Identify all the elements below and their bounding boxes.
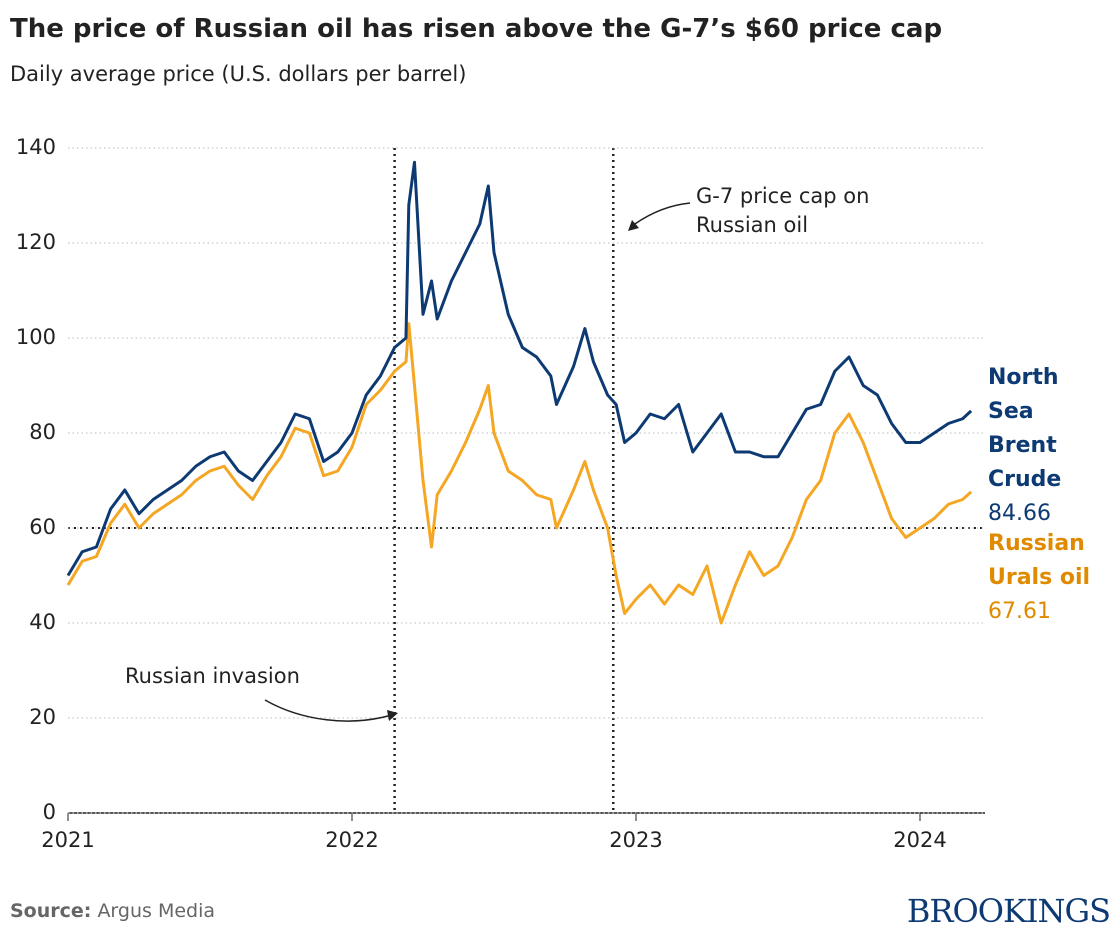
source-text: Argus Media: [97, 900, 216, 922]
chart-subtitle: Daily average price (U.S. dollars per ba…: [10, 62, 467, 86]
line: [66, 160, 973, 577]
source-label: Source:: [10, 900, 92, 922]
x-tick-label: 2024: [893, 828, 946, 852]
x-tick-label: 2023: [609, 828, 662, 852]
series-label: Russian Urals oil 67.61: [988, 527, 1098, 629]
value-label: 67.61: [988, 599, 1051, 624]
value-label: 84.66: [988, 501, 1051, 526]
y-tick-label: 0: [43, 800, 56, 824]
x-tick-label: 2022: [325, 828, 378, 852]
event-label: Russian invasion: [125, 664, 300, 688]
series-name: North Sea Brent Crude: [988, 365, 1062, 492]
brand: BROOKINGS: [906, 892, 1111, 930]
arrow: [264, 699, 396, 722]
arrow-head: [387, 710, 398, 721]
y-tick-label: 80: [29, 420, 56, 444]
series-label: North Sea Brent Crude 84.66: [988, 361, 1078, 531]
source: Source: Argus Media: [10, 900, 215, 922]
series-name: Russian Urals oil: [988, 531, 1091, 590]
y-tick-label: 40: [29, 610, 56, 634]
chart-title: The price of Russian oil has risen above…: [10, 14, 943, 44]
event-label: G-7 price cap on Russian oil: [696, 184, 870, 237]
y-tick-label: 20: [29, 705, 56, 729]
arrow-head: [628, 220, 639, 231]
y-tick-label: 100: [16, 325, 56, 349]
y-tick-label: 140: [16, 135, 56, 159]
arrow: [631, 202, 691, 227]
y-tick-label: 120: [16, 230, 56, 254]
line: [66, 322, 973, 625]
y-tick-label: 60: [29, 515, 56, 539]
x-tick-label: 2021: [41, 828, 94, 852]
